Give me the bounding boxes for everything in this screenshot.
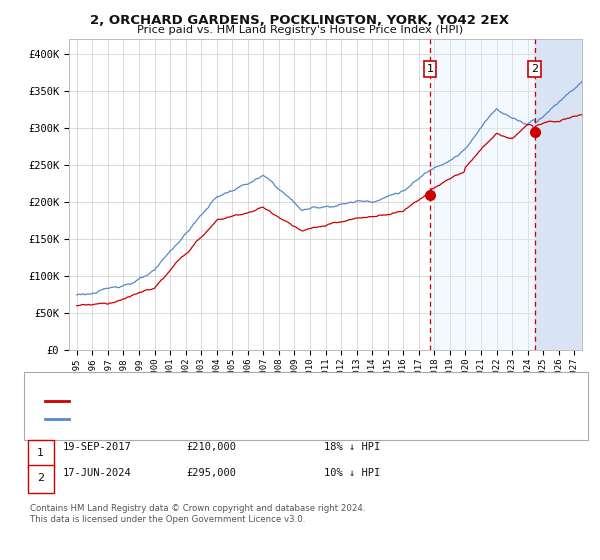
Text: 2: 2 [37, 473, 44, 483]
Text: 2: 2 [531, 64, 538, 74]
Text: £295,000: £295,000 [186, 468, 236, 478]
Text: Price paid vs. HM Land Registry's House Price Index (HPI): Price paid vs. HM Land Registry's House … [137, 25, 463, 35]
Text: 17-JUN-2024: 17-JUN-2024 [63, 468, 132, 478]
Text: 2, ORCHARD GARDENS, POCKLINGTON, YORK, YO42 2EX: 2, ORCHARD GARDENS, POCKLINGTON, YORK, Y… [91, 14, 509, 27]
Text: 1: 1 [37, 448, 44, 458]
Text: Contains HM Land Registry data © Crown copyright and database right 2024.
This d: Contains HM Land Registry data © Crown c… [30, 504, 365, 524]
Text: 1: 1 [427, 64, 433, 74]
Bar [535, 39, 582, 350]
Text: 19-SEP-2017: 19-SEP-2017 [63, 442, 132, 452]
Bar [430, 39, 535, 350]
Text: 10% ↓ HPI: 10% ↓ HPI [324, 468, 380, 478]
Bar [535, 39, 582, 350]
Text: £210,000: £210,000 [186, 442, 236, 452]
Text: 18% ↓ HPI: 18% ↓ HPI [324, 442, 380, 452]
Text: HPI: Average price, detached house, East Riding of Yorkshire: HPI: Average price, detached house, East… [75, 414, 435, 424]
Text: 2, ORCHARD GARDENS, POCKLINGTON, YORK, YO42 2EX (detached house): 2, ORCHARD GARDENS, POCKLINGTON, YORK, Y… [75, 396, 459, 406]
